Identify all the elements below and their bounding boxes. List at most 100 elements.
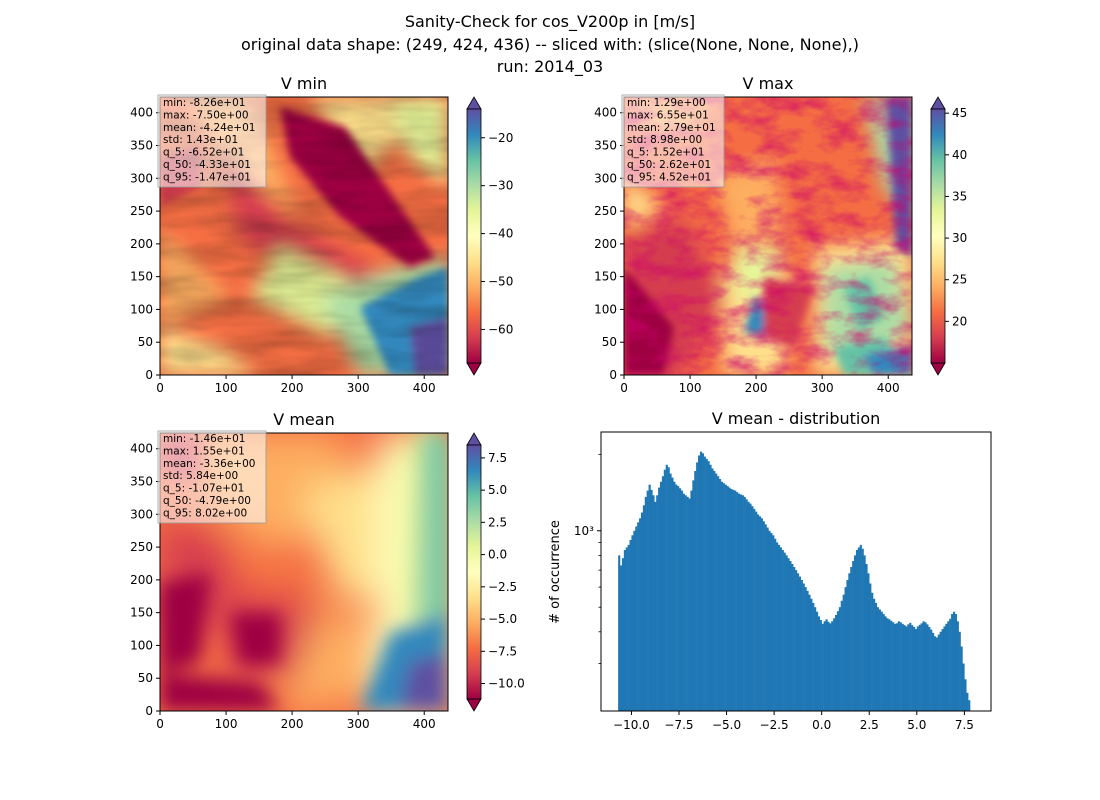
- y-tick-label: 0: [145, 704, 153, 718]
- histogram-bar: [677, 486, 680, 711]
- histogram-bar: [781, 550, 784, 711]
- colorbar-tick-label: −20: [488, 131, 513, 145]
- histogram-bar: [798, 576, 802, 711]
- histogram-bar: [791, 563, 794, 711]
- stats-line: mean: -3.36e+00: [163, 458, 255, 470]
- y-tick-label: 400: [130, 106, 153, 120]
- histogram-bar: [840, 600, 843, 711]
- x-tick-label: 7.5: [955, 718, 974, 732]
- histogram-bar: [758, 516, 762, 711]
- colorbar-extend-min: [466, 362, 482, 376]
- histogram-bar: [960, 646, 963, 711]
- histogram-bar: [709, 464, 712, 711]
- histogram-bar: [777, 544, 781, 711]
- histogram-bar: [726, 486, 729, 711]
- histogram-bar: [715, 473, 718, 711]
- x-tick-label: 2.5: [860, 718, 879, 732]
- histogram-bar: [720, 481, 724, 711]
- histogram-bar: [844, 587, 847, 711]
- y-tick-label: 350: [130, 475, 153, 489]
- histogram-bar: [926, 624, 929, 711]
- histogram-bar: [642, 505, 646, 711]
- histogram-bar: [802, 583, 805, 711]
- colorbar-tick-label: −50: [488, 275, 513, 289]
- x-tick-label: 200: [745, 381, 768, 395]
- histogram-bar: [783, 552, 786, 711]
- colorbar-tick-label: 5.0: [488, 483, 507, 497]
- axis-ticks-vmin: 0 100 200 300 400 0 50 100 150 200 250 300 350 400: [130, 106, 436, 395]
- histogram-bar: [920, 623, 923, 711]
- histogram-bar: [956, 621, 959, 711]
- colorbar-tick-label: 25: [952, 273, 967, 287]
- panel-vmin: 0 100 200 300 400 0 50 100 150 200 250 300 350 400 mi…: [130, 94, 449, 395]
- histogram-bar: [941, 629, 944, 711]
- histogram-bar: [650, 489, 653, 711]
- histogram-bar: [768, 530, 771, 711]
- histogram-ylabel: # of occurrence: [548, 520, 563, 624]
- panel-title-vmax: V max: [743, 74, 794, 93]
- histogram-bar: [787, 558, 790, 711]
- histogram-bar: [696, 462, 699, 711]
- stats-line: q_5: -1.07e+01: [163, 483, 244, 495]
- histogram-bar: [962, 663, 965, 711]
- histogram-bar: [838, 607, 841, 711]
- colorbar-tick-label: −5.0: [488, 612, 517, 626]
- histogram-bar: [736, 492, 739, 711]
- stats-text: min: -8.26e+01 max: -7.50e+00 mean: -4.24e…: [163, 97, 255, 183]
- x-tick-label: 300: [347, 717, 370, 731]
- histogram-bar: [833, 618, 836, 711]
- histogram-bar: [909, 622, 912, 711]
- x-tick-label: 5.0: [907, 718, 926, 732]
- histogram-bar: [658, 487, 661, 711]
- x-tick-label: −5.0: [712, 718, 741, 732]
- histogram-bar: [848, 573, 851, 711]
- colorbar-tick-label: 2.5: [488, 515, 507, 529]
- stats-line: std: 5.84e+00: [163, 470, 238, 482]
- histogram-bar: [779, 547, 782, 711]
- histogram-bar: [637, 522, 640, 711]
- histogram-bar: [918, 624, 921, 711]
- histogram-bar: [800, 579, 803, 711]
- histogram-bar: [808, 594, 811, 711]
- histogram-bar: [785, 555, 788, 711]
- colorbar-tick-label: 7.5: [488, 451, 507, 465]
- histogram-bar: [892, 622, 895, 711]
- y-tick-label: 300: [594, 171, 617, 185]
- stats-line: max: 6.55e+01: [627, 109, 709, 121]
- stats-line: std: 1.43e+01: [163, 134, 238, 146]
- histogram-bar: [861, 548, 864, 711]
- stats-line: q_50: 2.62e+01: [627, 159, 711, 171]
- x-tick-label: 200: [281, 381, 304, 395]
- histogram-bar: [713, 470, 716, 711]
- x-tick-label: 300: [811, 381, 834, 395]
- panel-title-vmin: V min: [281, 74, 327, 93]
- histogram-bar: [722, 483, 725, 711]
- axis-ticks-vmax: 0 100 200 300 400 0 50 100 150 200 250 300 350 400: [594, 106, 900, 395]
- histogram-bar: [821, 623, 824, 711]
- colorbar-vmean: −10.0 −7.5 −5.0 −2.5 0.0 2.5 5.0 7.5: [466, 432, 525, 712]
- x-tick-label: 0: [620, 381, 628, 395]
- histogram-bar: [903, 625, 906, 711]
- histogram-bar: [667, 467, 670, 711]
- x-tick-label: −2.5: [760, 718, 789, 732]
- colorbar-tick-label: −10.0: [488, 677, 525, 691]
- histogram-bar: [880, 611, 883, 711]
- x-tick-label: −7.5: [664, 718, 693, 732]
- histogram-bar: [644, 496, 647, 711]
- histogram-bar: [859, 544, 862, 711]
- histogram-bar: [635, 526, 638, 711]
- histogram-bar: [734, 490, 737, 711]
- histogram-bar: [930, 629, 933, 711]
- histogram-bar: [907, 624, 910, 711]
- stats-line: min: 1.29e+00: [627, 97, 706, 109]
- histogram-bar: [648, 484, 651, 711]
- histogram-bar: [620, 565, 623, 711]
- panel-vmean: 0 100 200 300 400 0 50 100 150 200 250 300 350 400 mi…: [130, 430, 449, 731]
- histogram-bar: [873, 598, 876, 711]
- histogram-bar: [747, 501, 750, 711]
- histogram-bar: [939, 631, 942, 711]
- histogram-bar: [625, 547, 628, 711]
- histogram-bar: [876, 607, 880, 711]
- histogram-bar: [952, 611, 956, 711]
